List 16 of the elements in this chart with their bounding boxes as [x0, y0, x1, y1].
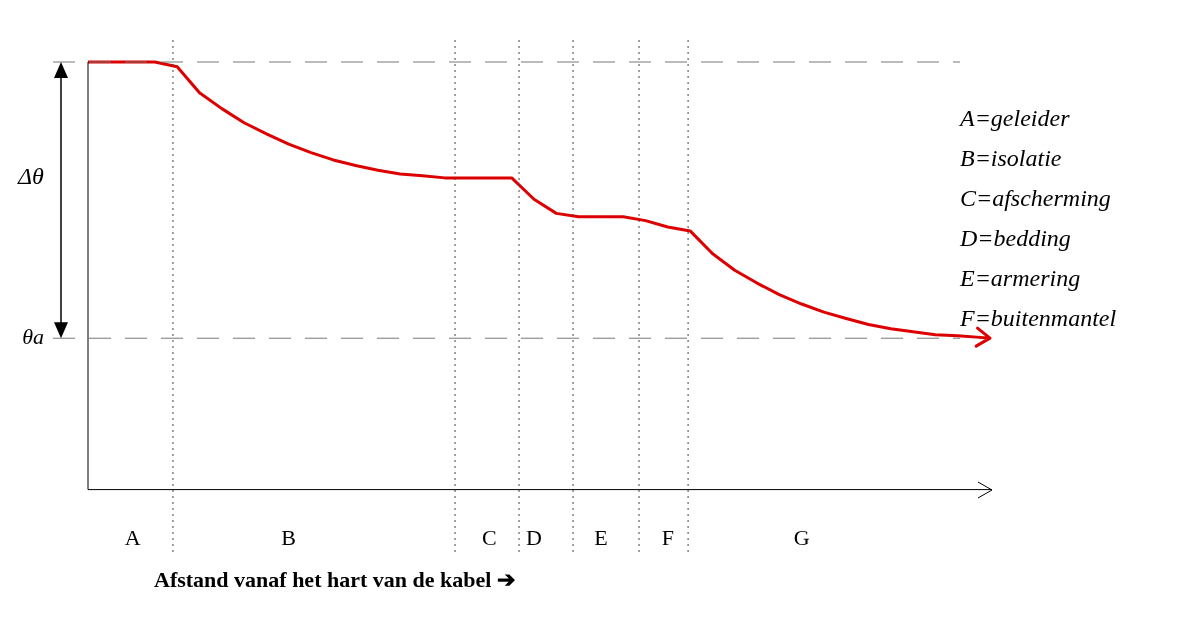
annotation: E=armering: [959, 265, 1081, 292]
x-tick-label: E: [594, 524, 608, 550]
x-tick-label: F: [661, 524, 674, 550]
x-tick-label: G: [793, 524, 810, 550]
ref-line-label: θa: [22, 324, 44, 350]
annotation: C=afscherming: [960, 185, 1111, 212]
x-tick-label: A: [124, 524, 141, 550]
x-tick-label: D: [526, 524, 542, 550]
x-axis-title: Afstand vanaf het hart van de kabel ➔: [154, 567, 515, 593]
x-tick-label: B: [281, 524, 297, 550]
text: Δθ: [17, 163, 45, 190]
x-tick-label: C: [482, 524, 497, 550]
annotation: A=geleider: [958, 105, 1071, 132]
annotation: B=isolatie: [960, 145, 1062, 172]
annotation: F=buitenmantel: [959, 305, 1117, 332]
annotation: D=bedding: [959, 225, 1071, 252]
